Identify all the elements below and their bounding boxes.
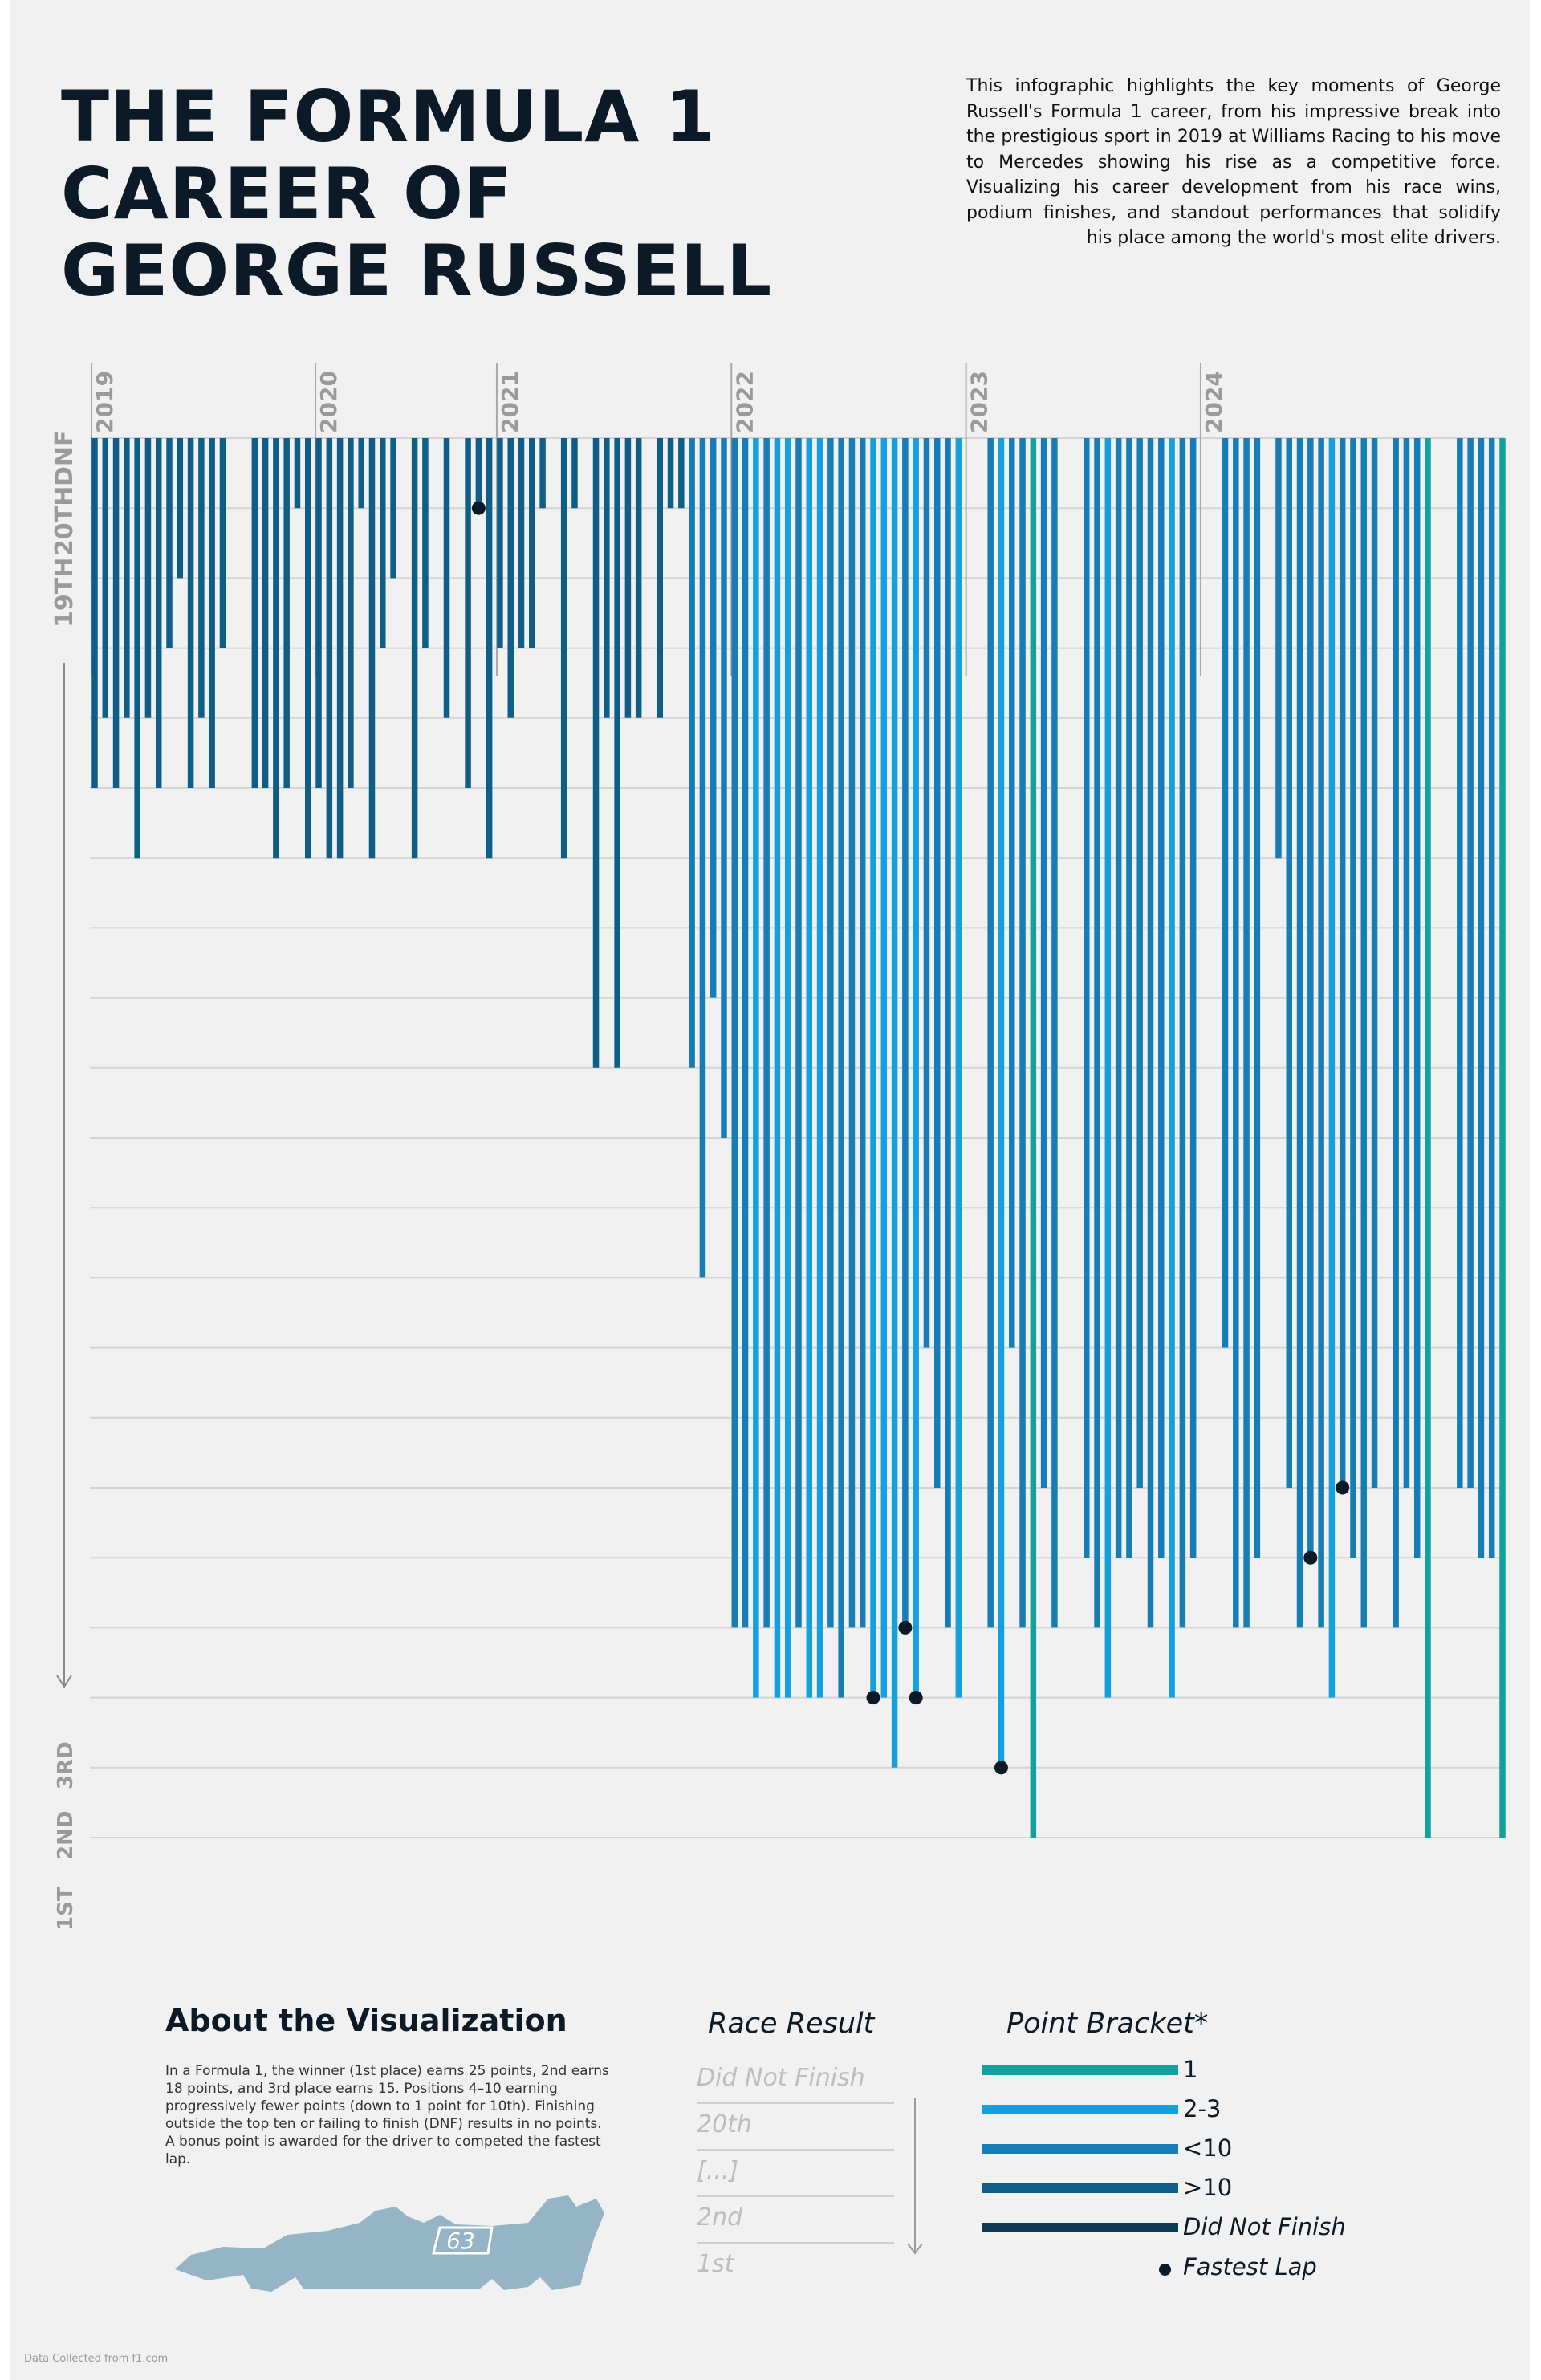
y-axis-arrow-icon: [56, 1675, 72, 1688]
fastest-lap-dot: [1303, 1550, 1318, 1565]
race-result-item-1st: 1st: [697, 2250, 734, 2278]
y-tick-label: 19TH: [51, 558, 79, 627]
y-tick-label: 2ND: [54, 1811, 78, 1860]
bracket-label-over-10: >10: [1183, 2174, 1233, 2201]
bracket-label-1: 1: [1183, 2056, 1198, 2083]
race-result-divider: [697, 2149, 894, 2151]
bracket-label-under-10: <10: [1183, 2134, 1233, 2162]
fastest-lap-dot: [898, 1620, 913, 1635]
race-result-item-20th: 20th: [697, 2110, 752, 2138]
about-body: In a Formula 1, the winner (1st place) e…: [165, 2063, 609, 2167]
bracket-swatch-2-3: [982, 2105, 1178, 2114]
title-line-1: THE FORMULA 1: [61, 75, 716, 158]
y-tick-label: 20TH: [51, 486, 79, 556]
fastest-lap-dot: [909, 1691, 923, 1705]
season-label: 2021: [497, 371, 523, 433]
season-label: 2023: [966, 371, 993, 433]
title-line-2: CAREER OF: [61, 152, 513, 235]
bracket-swatch-1: [982, 2065, 1178, 2075]
intro-paragraph: This infographic highlights the key mome…: [966, 76, 1501, 248]
y-tick-label: 1ST: [54, 1887, 78, 1931]
title-line-3: GEORGE RUSSELL: [61, 229, 773, 312]
season-label: 2022: [731, 371, 758, 433]
season-label: 2020: [315, 371, 342, 433]
fastest-lap-dot: [866, 1691, 880, 1705]
car-number: 63: [446, 2228, 475, 2254]
race-result-item-2nd: 2nd: [697, 2203, 743, 2232]
fastest-lap-dot-icon: [1159, 2264, 1171, 2276]
bracket-swatch-dnf: [982, 2223, 1178, 2232]
y-tick-label: 3RD: [54, 1741, 78, 1789]
bracket-swatch-over-10: [982, 2183, 1178, 2193]
fastest-lap-label: Fastest Lap: [1183, 2253, 1317, 2280]
fastest-lap-dot: [994, 1761, 1008, 1775]
race-result-heading: Race Result: [708, 2008, 875, 2040]
poster-background: [10, 0, 1530, 2380]
race-result-divider: [697, 2195, 894, 2197]
fastest-lap-dot: [471, 501, 486, 515]
race-result-divider: [697, 2242, 894, 2244]
season-label: 2019: [91, 371, 118, 433]
bracket-swatch-under-10: [982, 2144, 1178, 2154]
season-label: 2024: [1201, 371, 1227, 433]
race-result-arrow-icon: [907, 2098, 923, 2255]
bracket-label-2-3: 2-3: [1183, 2095, 1222, 2122]
footer-source: Data Collected from f1.com: [24, 2353, 169, 2365]
race-result-item-ellipsis: [...]: [697, 2157, 739, 2185]
page-title: THE FORMULA 1 CAREER OF GEORGE RUSSELL: [61, 79, 864, 310]
bracket-label-dnf: Did Not Finish: [1183, 2213, 1346, 2240]
point-bracket-heading: Point Bracket*: [1006, 2008, 1209, 2040]
about-heading: About the Visualization: [165, 2003, 567, 2038]
race-result-item-dnf: Did Not Finish: [697, 2064, 865, 2092]
fastest-lap-dot: [1336, 1480, 1350, 1495]
y-tick-label: DNF: [51, 429, 79, 486]
race-result-divider: [697, 2102, 894, 2104]
f1-car-icon: 63: [175, 2195, 604, 2292]
